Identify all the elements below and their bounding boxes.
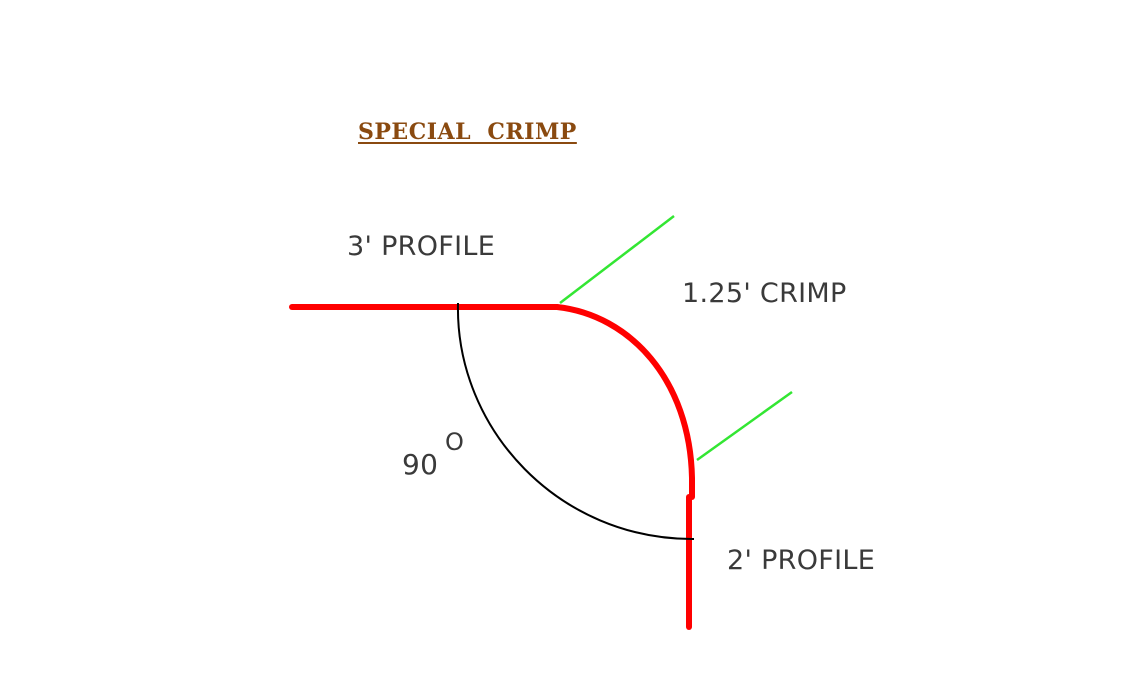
angle-label: 90 [402,448,439,481]
diagram-title: SPECIAL CRIMP [358,119,577,145]
top-profile-label: 3' PROFILE [347,231,496,262]
degree-symbol: O [445,428,465,456]
crimp-curve [554,304,695,500]
crimp-start-dimension-line [559,215,675,304]
angle-arc [456,302,695,541]
bottom-profile-label: 2' PROFILE [727,545,876,576]
crimp-label: 1.25' CRIMP [682,278,847,309]
crimp-end-dimension-line [696,390,793,462]
